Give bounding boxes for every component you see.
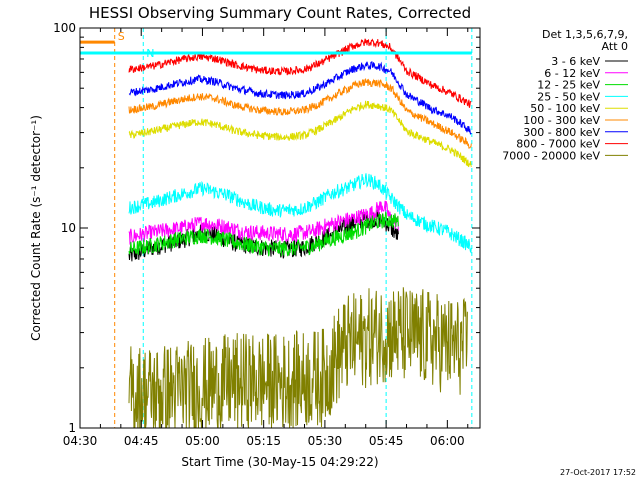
legend-header-line-2: Att 0 <box>602 40 628 53</box>
legend-label-0: 3 - 6 keV <box>551 55 600 68</box>
flag-label-0: S <box>118 30 125 43</box>
chart-title: HESSI Observing Summary Count Rates, Cor… <box>89 4 471 22</box>
x-tick-label-5: 05:45 <box>369 434 404 448</box>
legend-header-line-1: Det 1,3,5,6,7,9, <box>542 28 628 41</box>
legend-label-3: 25 - 50 keV <box>537 90 600 103</box>
x-tick-label-1: 04:45 <box>124 434 159 448</box>
y-tick-label-1: 10 <box>61 221 76 235</box>
series-line-4 <box>128 100 472 168</box>
legend-label-7: 800 - 7000 keV <box>516 138 600 151</box>
legend-label-5: 100 - 300 keV <box>523 114 600 127</box>
y-tick-label-0: 1 <box>68 421 76 435</box>
legend-label-6: 300 - 800 keV <box>523 126 600 139</box>
legend-label-1: 6 - 12 keV <box>544 67 600 80</box>
series-line-7 <box>128 38 472 108</box>
series-line-2 <box>128 211 399 257</box>
series-line-6 <box>128 61 472 135</box>
y-axis-label: Corrected Count Rate (s⁻¹ detector⁻¹) <box>29 115 43 341</box>
x-tick-label-6: 06:00 <box>430 434 465 448</box>
y-axis: 1 10 100 <box>53 21 480 435</box>
footer-date: 27-Oct-2017 17:52 <box>560 468 636 477</box>
series-line-8 <box>128 287 468 428</box>
x-tick-label-0: 04:30 <box>63 434 98 448</box>
series-line-5 <box>128 78 472 149</box>
x-tick-label-3: 05:15 <box>246 434 281 448</box>
x-axis-label: Start Time (30-May-15 04:29:22) <box>181 455 378 469</box>
legend-label-2: 12 - 25 keV <box>537 79 600 92</box>
y-tick-label-2: 100 <box>53 21 76 35</box>
x-tick-label-4: 05:30 <box>308 434 343 448</box>
series-line-3 <box>128 173 472 254</box>
series-line-1 <box>128 200 399 245</box>
flag-label-1: N <box>146 47 154 60</box>
x-tick-label-2: 05:00 <box>185 434 220 448</box>
legend-label-4: 50 - 100 keV <box>530 102 600 115</box>
legend-label-8: 7000 - 20000 keV <box>502 149 600 162</box>
plot-area <box>80 28 473 428</box>
x-axis: 04:30 04:45 05:00 05:15 05:30 05:45 06:00 <box>63 28 469 448</box>
